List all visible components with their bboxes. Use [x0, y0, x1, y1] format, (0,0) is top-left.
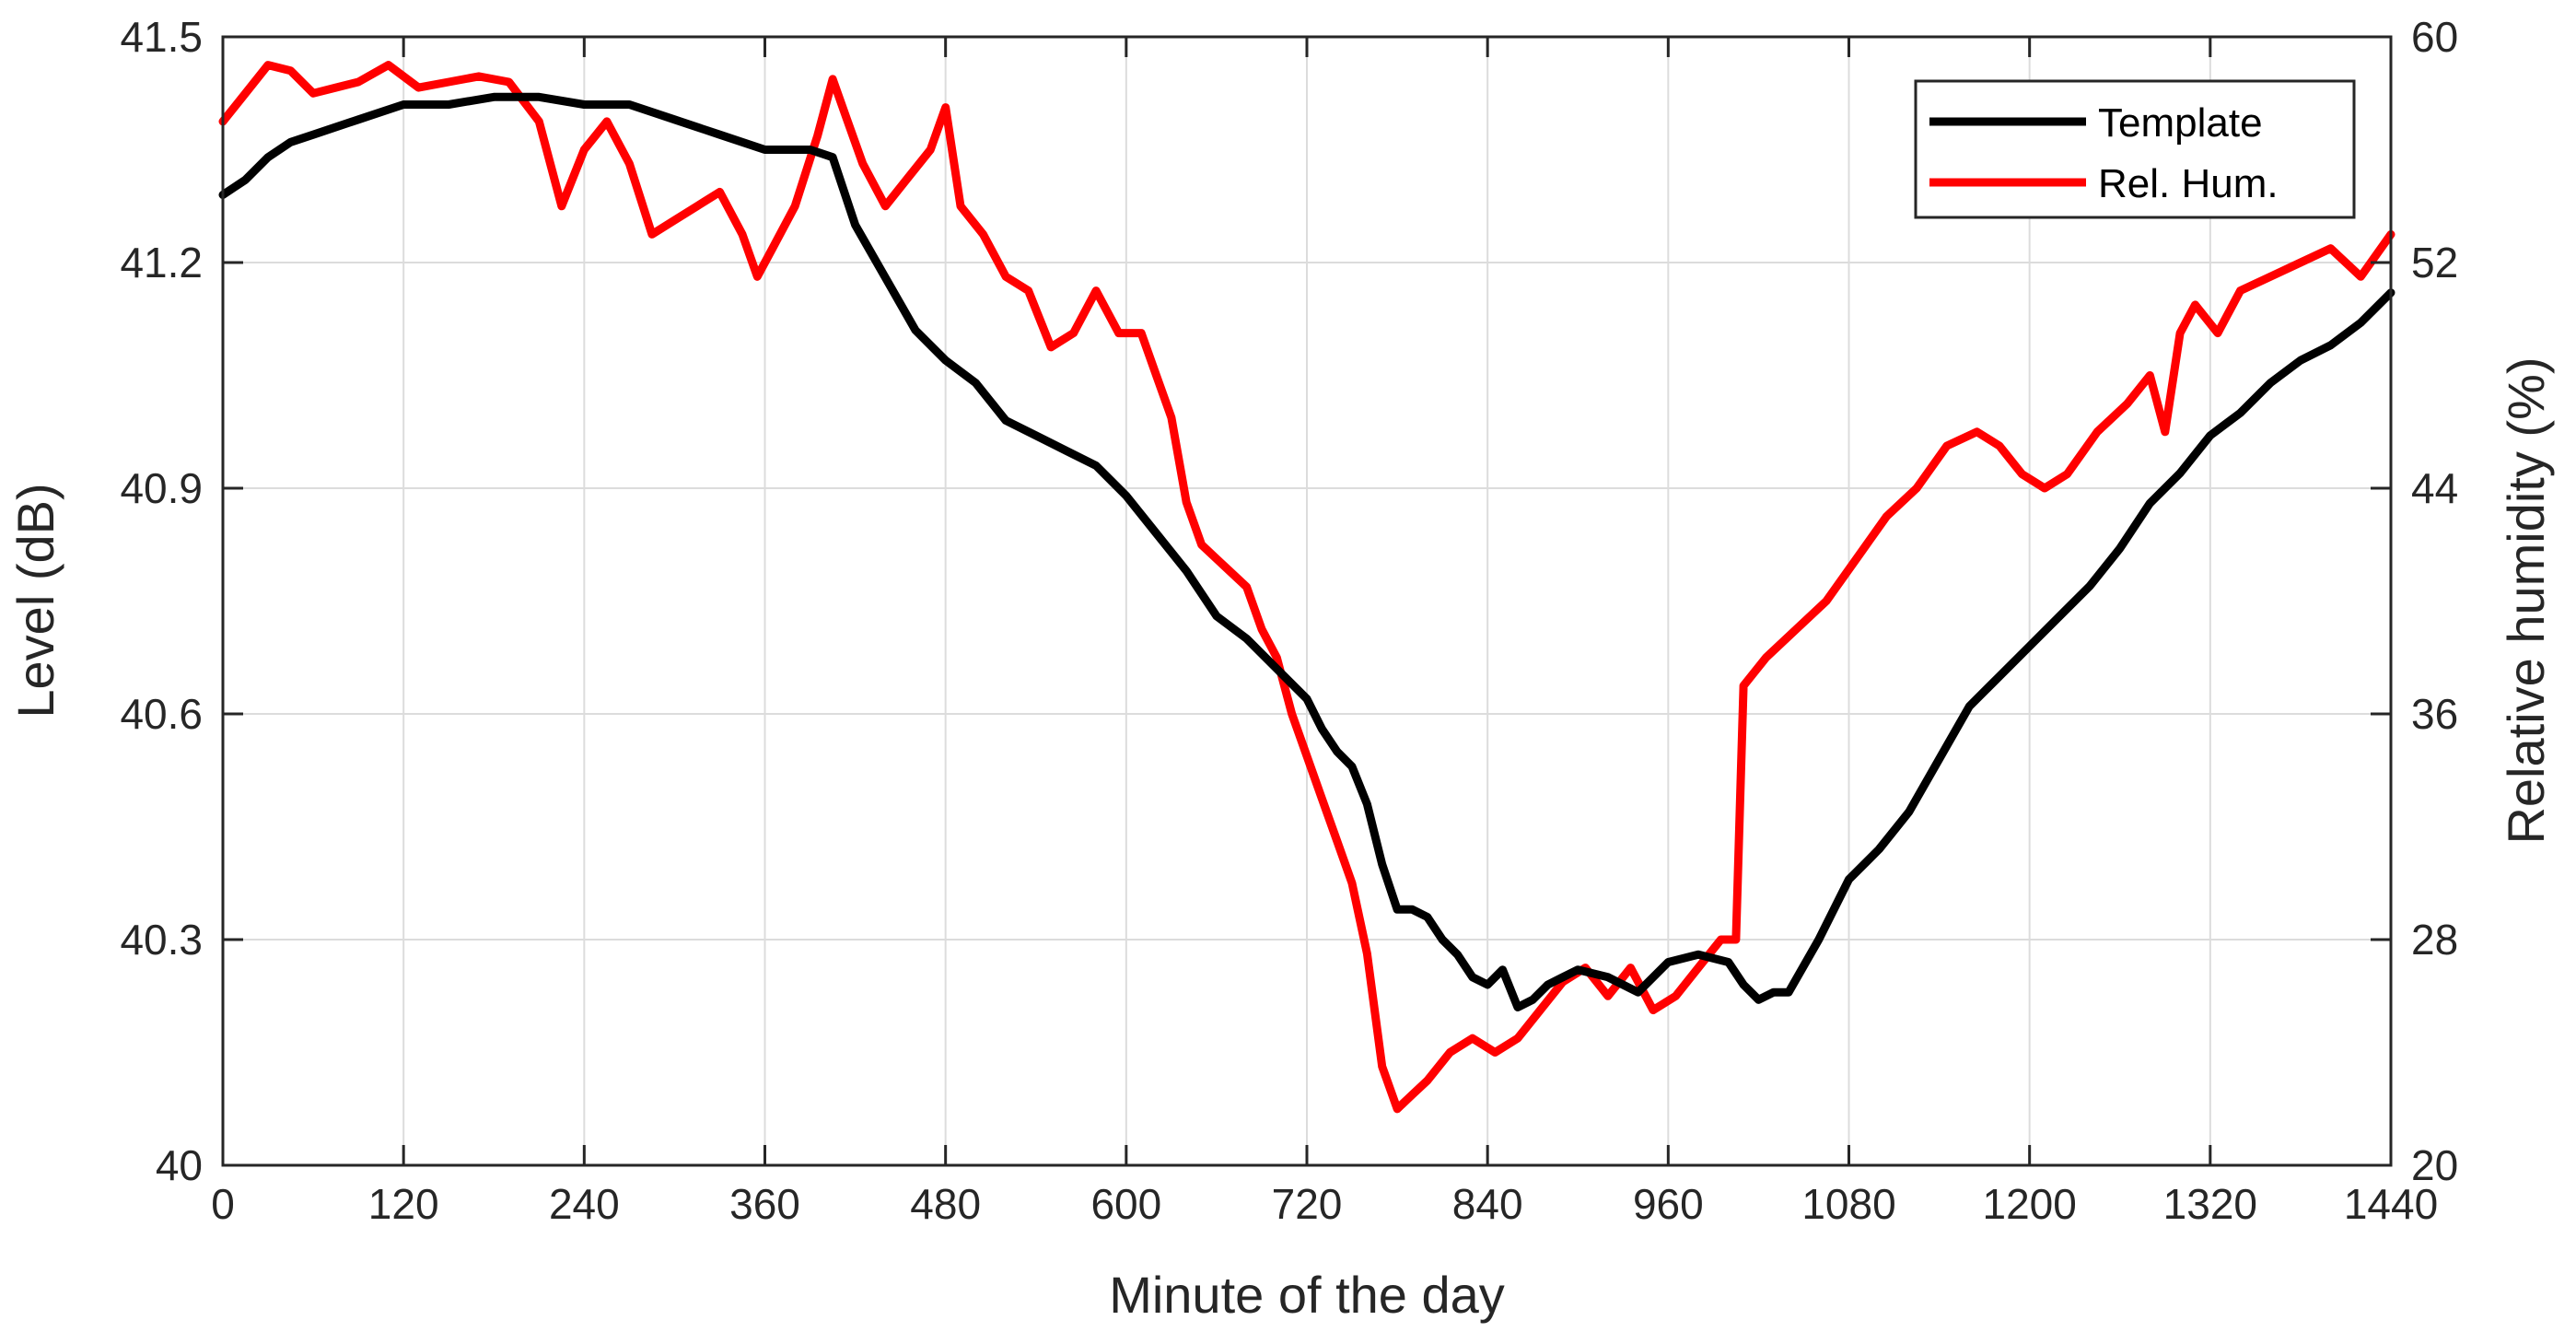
y-left-tick-label: 40.9	[120, 464, 203, 512]
y-right-tick-label: 28	[2411, 916, 2458, 964]
y-right-tick-label: 52	[2411, 239, 2458, 286]
y-left-tick-label: 41.2	[120, 239, 203, 286]
y-left-tick-label: 41.5	[120, 13, 203, 61]
grid-lines	[223, 37, 2391, 1165]
x-tick-label: 0	[211, 1180, 235, 1228]
x-tick-label: 1320	[2163, 1180, 2257, 1228]
y-axis-left-label: Level (dB)	[6, 483, 64, 718]
x-tick-label: 1080	[1801, 1180, 1895, 1228]
x-tick-label: 600	[1090, 1180, 1161, 1228]
y-left-tick-label: 40.3	[120, 916, 203, 964]
y-axis-right-label: Relative humidity (%)	[2497, 356, 2555, 844]
y-right-tick-label: 20	[2411, 1141, 2458, 1189]
y-left-tick-label: 40.6	[120, 690, 203, 738]
series-layer	[218, 61, 2395, 1114]
series-line-template	[218, 92, 2395, 1011]
x-tick-label: 960	[1633, 1180, 1704, 1228]
x-tick-label: 1440	[2344, 1180, 2438, 1228]
y-right-tick-label: 36	[2411, 690, 2458, 738]
y-left-tick-label: 40	[156, 1141, 203, 1189]
x-tick-label: 240	[549, 1180, 620, 1228]
x-tick-label: 720	[1272, 1180, 1343, 1228]
legend: Template Rel. Hum.	[1914, 79, 2356, 219]
x-tick-label: 360	[729, 1180, 800, 1228]
x-tick-label: 840	[1452, 1180, 1523, 1228]
x-tick-label: 1200	[1982, 1180, 2076, 1228]
axis-ticks	[221, 35, 2393, 1167]
x-tick-label: 480	[910, 1180, 981, 1228]
legend-label-rel-hum: Rel. Hum.	[2098, 161, 2279, 206]
y-right-tick-label: 60	[2411, 13, 2458, 61]
legend-box	[1914, 79, 2356, 219]
x-tick-label: 120	[368, 1180, 439, 1228]
series-line-rel-hum	[218, 61, 2395, 1114]
legend-label-template: Template	[2098, 100, 2263, 146]
x-axis-label: Minute of the day	[1109, 1266, 1505, 1324]
y-right-tick-label: 44	[2411, 464, 2458, 512]
tick-labels: 0 120 240 360 480 600 720 840 960 1080 1200 1320 144…	[120, 13, 2458, 1228]
